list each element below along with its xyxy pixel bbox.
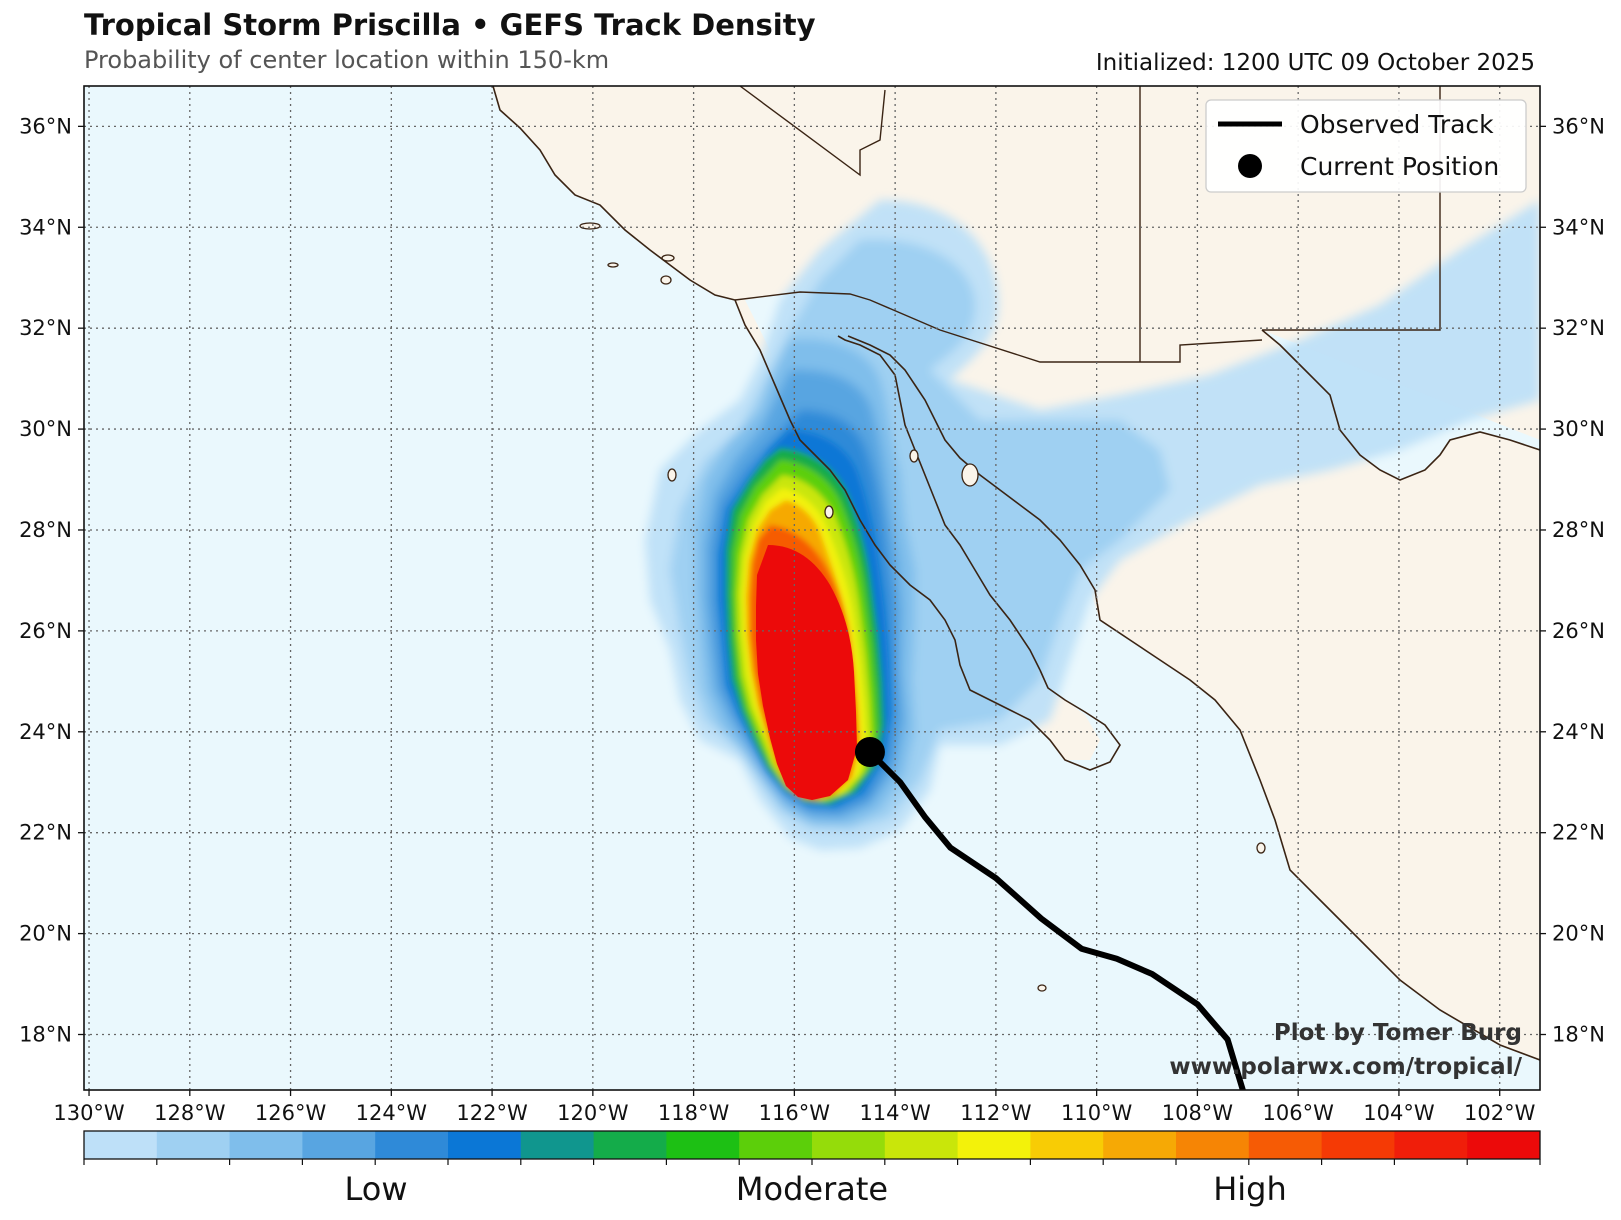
colorbar-swatch — [1321, 1131, 1395, 1159]
legend-position-label: Current Position — [1300, 152, 1499, 181]
lat-tick-label-right: 20°N — [1552, 922, 1605, 946]
lat-tick-label-right: 18°N — [1552, 1023, 1605, 1047]
lon-tick-label: 110°W — [1061, 1101, 1133, 1125]
legend-position-swatch — [1238, 154, 1262, 178]
lon-tick-label: 104°W — [1363, 1101, 1435, 1125]
lon-tick-label: 116°W — [759, 1101, 831, 1125]
island — [661, 254, 675, 262]
island — [1256, 842, 1266, 854]
colorbar-swatch — [229, 1131, 303, 1159]
island — [961, 463, 979, 487]
lat-tick-label-left: 32°N — [19, 316, 72, 340]
credit-author: Plot by Tomer Burg — [1274, 1020, 1522, 1046]
gulf-east-coast — [847, 335, 1540, 1061]
colorbar-swatch — [812, 1131, 886, 1159]
lat-tick-label-left: 36°N — [19, 114, 72, 138]
coastlines — [492, 86, 1540, 1061]
lat-tick-label-left: 22°N — [19, 821, 72, 845]
colorbar-swatch — [593, 1131, 667, 1159]
pacific-coast — [492, 86, 1121, 771]
map-area — [84, 86, 1540, 1090]
colorbar-label-low: Low — [344, 1170, 407, 1208]
colorbar-frame — [83, 1130, 1541, 1160]
colorbar-swatch — [1467, 1131, 1541, 1159]
colorbar-swatch — [156, 1131, 231, 1159]
lat-tick-label-right: 26°N — [1552, 619, 1605, 643]
lat-tick-label-left: 18°N — [19, 1023, 72, 1047]
us-mexico-border — [734, 291, 1263, 363]
colorbar-swatch — [375, 1131, 449, 1159]
density-level-max — [756, 545, 857, 800]
lat-tick-label-left: 34°N — [19, 215, 72, 239]
gulf-inner-coast — [1261, 329, 1540, 481]
island — [667, 468, 677, 482]
lon-tick-label: 130°W — [53, 1101, 125, 1125]
legend-track-label: Observed Track — [1300, 110, 1494, 139]
colorbar-swatch — [520, 1131, 595, 1159]
island — [909, 449, 919, 463]
lon-tick-label: 106°W — [1262, 1101, 1334, 1125]
lon-tick-label: 122°W — [456, 1101, 528, 1125]
initialized-time: Initialized: 1200 UTC 09 October 2025 — [1095, 50, 1535, 76]
track-density-field — [645, 200, 1540, 850]
island — [660, 275, 672, 285]
lat-tick-label-right: 24°N — [1552, 720, 1605, 744]
lat-tick-label-right: 36°N — [1552, 114, 1605, 138]
credit-url: www.polarwx.com/tropical/ — [1169, 1054, 1522, 1080]
colorbar-swatch — [84, 1131, 158, 1159]
colorbar-label-high: High — [1213, 1170, 1287, 1208]
colorbar-swatch — [1248, 1131, 1323, 1159]
lat-tick-label-right: 32°N — [1552, 316, 1605, 340]
lat-tick-label-left: 24°N — [19, 720, 72, 744]
legend-box — [1205, 99, 1527, 193]
map-title: Tropical Storm Priscilla • GEFS Track De… — [84, 8, 816, 42]
lon-tick-label: 126°W — [255, 1101, 327, 1125]
colorbar-swatch — [739, 1131, 813, 1159]
legend: Observed Track Current Position — [1205, 99, 1527, 193]
colorbar — [83, 1131, 1541, 1165]
state-border-ca-az — [739, 86, 886, 177]
lon-tick-label: 114°W — [859, 1101, 931, 1125]
colorbar-swatch — [448, 1131, 522, 1159]
colorbar-label-moderate: Moderate — [736, 1170, 888, 1208]
colorbar-swatch — [1176, 1131, 1250, 1159]
lat-tick-label-left: 28°N — [19, 518, 72, 542]
map-subtitle: Probability of center location within 15… — [84, 46, 610, 74]
colorbar-swatch — [957, 1131, 1031, 1159]
lon-tick-label: 108°W — [1162, 1101, 1234, 1125]
lat-tick-label-right: 34°N — [1552, 215, 1605, 239]
axis-ticks: 130°W 128°W 126°W 124°W 122°W 120°W 118°W 116°W… — [19, 114, 1605, 1125]
colorbar-swatch — [666, 1131, 740, 1159]
colorbar-swatch — [884, 1131, 959, 1159]
lat-tick-label-right: 28°N — [1552, 518, 1605, 542]
lat-tick-label-right: 30°N — [1552, 417, 1605, 441]
lat-tick-label-left: 20°N — [19, 922, 72, 946]
current-position-marker — [854, 736, 885, 767]
map-frame — [83, 85, 1541, 1091]
gulf-west-coast — [837, 335, 1041, 671]
colorbar-swatch — [1030, 1131, 1104, 1159]
colorbar-swatch — [1103, 1131, 1177, 1159]
colorbar-swatch — [1394, 1131, 1468, 1159]
island — [824, 505, 834, 519]
observed-track-line — [866, 749, 1246, 1090]
lon-tick-label: 128°W — [154, 1101, 226, 1125]
lon-tick-label: 102°W — [1464, 1101, 1536, 1125]
island — [607, 262, 619, 268]
island — [579, 222, 601, 230]
islands — [579, 222, 1266, 992]
lat-tick-label-right: 22°N — [1552, 821, 1605, 845]
lon-tick-label: 124°W — [356, 1101, 428, 1125]
island — [1037, 984, 1047, 992]
lat-tick-label-left: 26°N — [19, 619, 72, 643]
lon-tick-label: 112°W — [960, 1101, 1032, 1125]
lat-tick-label-left: 30°N — [19, 417, 72, 441]
lon-tick-label: 120°W — [557, 1101, 629, 1125]
colorbar-swatch — [302, 1131, 376, 1159]
lon-tick-label: 118°W — [658, 1101, 730, 1125]
